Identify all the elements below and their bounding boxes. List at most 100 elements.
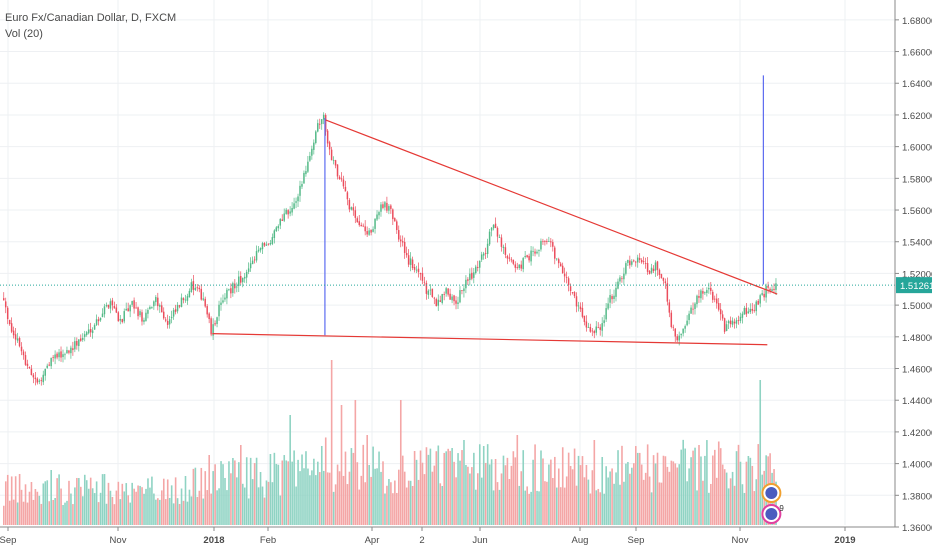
candle-body [141, 312, 143, 322]
candlestick [50, 357, 52, 369]
volume-bar [155, 499, 157, 525]
candle-body [666, 283, 669, 302]
candle-body [445, 288, 447, 294]
candle-body [765, 285, 767, 298]
candle-body [299, 185, 301, 196]
volume-bar [745, 461, 748, 525]
candle-body [607, 303, 609, 309]
volume-bar [115, 490, 118, 525]
candle-body [469, 273, 471, 280]
volume-bar [579, 465, 582, 525]
volume-bar [356, 462, 359, 525]
candlestick [559, 261, 562, 267]
candle-body [640, 260, 643, 263]
volume-bar [710, 483, 712, 525]
candle-body [289, 211, 291, 214]
volume-bar [182, 500, 185, 525]
volume-bar [243, 487, 246, 525]
candlestick [567, 276, 570, 292]
candlestick [530, 245, 532, 266]
candlestick [319, 118, 321, 129]
candlestick [374, 218, 376, 234]
volume-bar [465, 465, 467, 525]
volume-bar [714, 449, 716, 525]
candlestick [42, 370, 44, 386]
candle-body [556, 258, 558, 260]
volume-bar [475, 489, 477, 525]
candle-body [684, 326, 686, 329]
volume-bar [111, 496, 114, 525]
candle-body [133, 300, 135, 309]
candle-body [70, 347, 72, 354]
candle-body [362, 225, 364, 227]
volume-bar [656, 452, 659, 525]
candle-body [662, 277, 665, 281]
candlestick [516, 262, 518, 270]
volume-bar [467, 466, 469, 525]
volume-bar [382, 461, 384, 525]
candlestick [157, 292, 159, 311]
candlestick [60, 346, 62, 362]
candlestick [429, 284, 432, 296]
volume-bar [18, 473, 21, 525]
event-badge-icon[interactable]: 9 [761, 504, 784, 524]
candle-body [8, 319, 11, 325]
candlestick [14, 328, 17, 346]
candle-body [712, 291, 714, 300]
candle-body [755, 301, 757, 312]
volume-bar [50, 470, 52, 525]
volume-bar [295, 486, 297, 525]
volume-bar [46, 480, 49, 525]
support-trendline[interactable] [212, 333, 768, 346]
volume-bar [684, 448, 686, 525]
candlestick [654, 260, 657, 277]
volume-bar [664, 456, 667, 525]
candlestick [89, 322, 92, 337]
volume-bar [271, 482, 274, 525]
volume-bar [279, 495, 282, 525]
candle-body [85, 332, 88, 335]
volume-bar [514, 457, 517, 525]
candlestick [627, 259, 629, 267]
candlestick [532, 246, 534, 257]
descending-trendline[interactable] [324, 119, 778, 295]
candle-body [129, 305, 131, 312]
candle-body [753, 309, 755, 311]
volume-bar [538, 491, 540, 525]
candlestick [151, 306, 153, 310]
candlestick [121, 318, 123, 324]
candle-body [356, 218, 359, 223]
candlestick [281, 214, 283, 222]
candlestick [510, 257, 513, 263]
volume-bar [139, 485, 141, 525]
candle-body [376, 214, 378, 220]
volume-bar [755, 479, 758, 525]
volume-bar [188, 489, 191, 525]
time-tick-label: 2 [419, 535, 424, 546]
volume-bar [234, 460, 236, 525]
candle-body [593, 331, 596, 334]
candle-body [615, 287, 617, 297]
candlestick [330, 146, 333, 161]
candle-body [431, 288, 434, 297]
volume-bar [565, 476, 568, 525]
volume-bar [320, 445, 323, 525]
candle-body [567, 278, 570, 286]
candle-body [283, 213, 285, 221]
candle-body [74, 341, 76, 350]
candle-body [368, 230, 370, 235]
candlestick [40, 377, 43, 386]
candle-body [50, 357, 52, 367]
candle-body [212, 324, 214, 336]
candle-body [14, 334, 17, 340]
candlestick [451, 294, 453, 304]
candle-body [447, 288, 449, 295]
volume-bar [729, 478, 732, 525]
event-badge-icon[interactable] [761, 483, 782, 503]
candle-body [275, 227, 278, 232]
candle-body [739, 316, 742, 321]
volume-bar [577, 455, 580, 525]
candlestick [619, 275, 621, 285]
